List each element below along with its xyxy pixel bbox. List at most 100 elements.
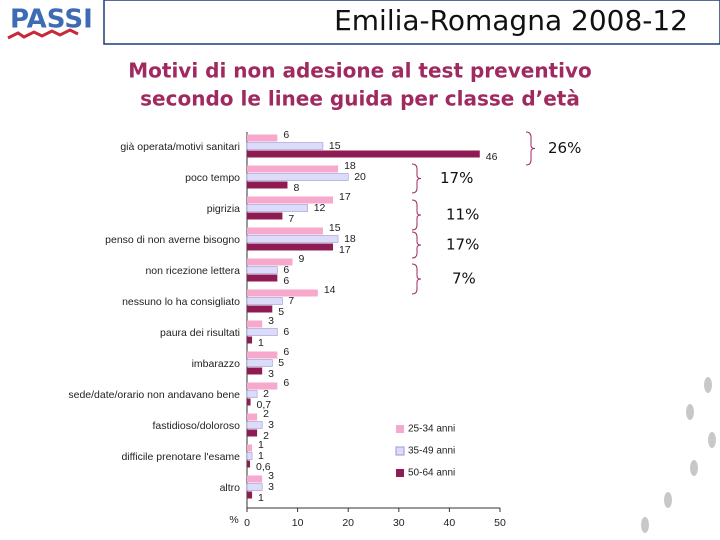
value-label: 5	[278, 357, 284, 369]
x-tick-label: 50	[494, 517, 506, 529]
annotation: 17%	[440, 169, 473, 187]
value-label: 1	[258, 439, 264, 451]
header-title: Emilia-Romagna 2008-12	[334, 4, 688, 37]
brace	[411, 163, 422, 194]
brace	[411, 263, 422, 295]
category-label: altro	[220, 482, 241, 494]
value-label: 18	[344, 160, 356, 172]
brace	[411, 231, 422, 259]
bar	[247, 413, 258, 421]
footprint	[708, 432, 716, 448]
bar	[246, 142, 324, 150]
bar	[246, 359, 273, 367]
value-label: 17	[339, 191, 351, 203]
bar	[247, 150, 480, 158]
value-label: 0,7	[257, 399, 272, 411]
category-label: poco tempo	[185, 172, 240, 184]
x-tick-label: 20	[342, 517, 354, 529]
category-label: nessuno lo ha consigliato	[122, 296, 240, 308]
value-label: 6	[283, 129, 289, 141]
bar	[246, 204, 309, 212]
bar	[246, 390, 258, 398]
bar	[246, 421, 263, 429]
chart-title: Motivi di non adesione al test preventiv…	[128, 59, 592, 83]
footprint	[664, 492, 672, 508]
decoration	[641, 377, 716, 533]
logo-text: PASSI	[10, 5, 93, 35]
value-label: 2	[263, 430, 269, 442]
brace	[525, 131, 536, 166]
footprint	[690, 460, 698, 476]
legend-swatch	[395, 446, 405, 456]
category-label: sede/date/orario non andavano bene	[68, 389, 240, 401]
value-label: 9	[299, 253, 305, 265]
value-label: 3	[268, 470, 274, 482]
bar	[247, 351, 278, 359]
annotation: 17%	[446, 236, 479, 254]
x-axis-label: %	[229, 514, 238, 526]
bar	[246, 173, 349, 181]
value-label: 3	[268, 315, 274, 327]
legend-label: 25-34 anni	[408, 424, 455, 435]
bar	[246, 328, 278, 336]
value-label: 7	[288, 295, 294, 307]
value-label: 5	[278, 306, 284, 318]
legend-swatch	[396, 469, 404, 477]
category-label: già operata/motivi sanitari	[120, 141, 240, 153]
value-label: 8	[293, 182, 299, 194]
x-tick-label: 40	[444, 517, 456, 529]
bar	[247, 227, 323, 235]
bar	[246, 483, 263, 491]
value-label: 6	[283, 275, 289, 287]
value-label: 1	[258, 492, 264, 504]
value-label: 2	[263, 388, 269, 400]
bar	[247, 258, 293, 266]
value-label: 15	[329, 222, 341, 234]
x-tick-label: 10	[292, 517, 304, 529]
bar	[247, 134, 278, 142]
bar	[247, 305, 273, 313]
bar	[247, 475, 263, 483]
bar	[247, 491, 253, 499]
header-bar	[103, 0, 720, 45]
bar	[247, 367, 263, 375]
value-label: 15	[329, 140, 341, 152]
value-label: 6	[283, 264, 289, 276]
bar	[247, 196, 334, 204]
logo-figures	[7, 28, 79, 40]
legend-swatch	[396, 425, 404, 433]
brace	[411, 199, 422, 231]
legend-label: 50-64 anni	[408, 468, 455, 479]
value-label: 3	[268, 481, 274, 493]
value-label: 12	[314, 202, 326, 214]
annotation: 26%	[548, 139, 581, 157]
bar	[247, 429, 258, 437]
x-tick-label: 30	[393, 517, 405, 529]
value-label: 3	[268, 419, 274, 431]
annotation: 7%	[452, 270, 476, 288]
value-label: 7	[288, 213, 294, 225]
bar	[247, 398, 251, 406]
category-label: difficile prenotare l'esame	[121, 451, 240, 463]
logo: PASSI	[7, 5, 93, 40]
bar	[247, 336, 253, 344]
value-label: 1	[258, 450, 264, 462]
bar	[247, 274, 278, 282]
bar	[247, 181, 288, 189]
value-label: 2	[263, 408, 269, 420]
x-tick-label: 0	[244, 517, 250, 529]
category-label: imbarazzo	[192, 358, 241, 370]
value-label: 6	[283, 326, 289, 338]
value-label: 20	[354, 171, 366, 183]
bar	[247, 444, 253, 452]
value-label: 46	[486, 151, 498, 163]
category-label: penso di non averne bisogno	[105, 234, 240, 246]
bar	[247, 289, 318, 297]
bar	[246, 452, 253, 460]
legend-label: 35-49 anni	[408, 446, 455, 457]
bar	[247, 212, 283, 220]
category-label: pigrizia	[207, 203, 240, 215]
value-label: 3	[268, 368, 274, 380]
footprint	[686, 404, 694, 420]
